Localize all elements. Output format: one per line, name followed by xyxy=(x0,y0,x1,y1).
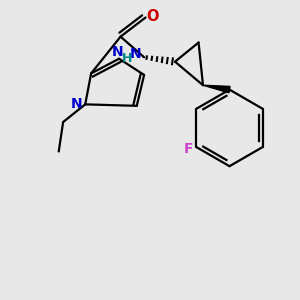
Text: H: H xyxy=(122,52,132,65)
Text: F: F xyxy=(183,142,193,155)
Text: O: O xyxy=(146,8,158,23)
Polygon shape xyxy=(203,85,230,93)
Text: N: N xyxy=(71,98,83,111)
Text: N: N xyxy=(112,45,123,59)
Text: N: N xyxy=(130,47,142,61)
